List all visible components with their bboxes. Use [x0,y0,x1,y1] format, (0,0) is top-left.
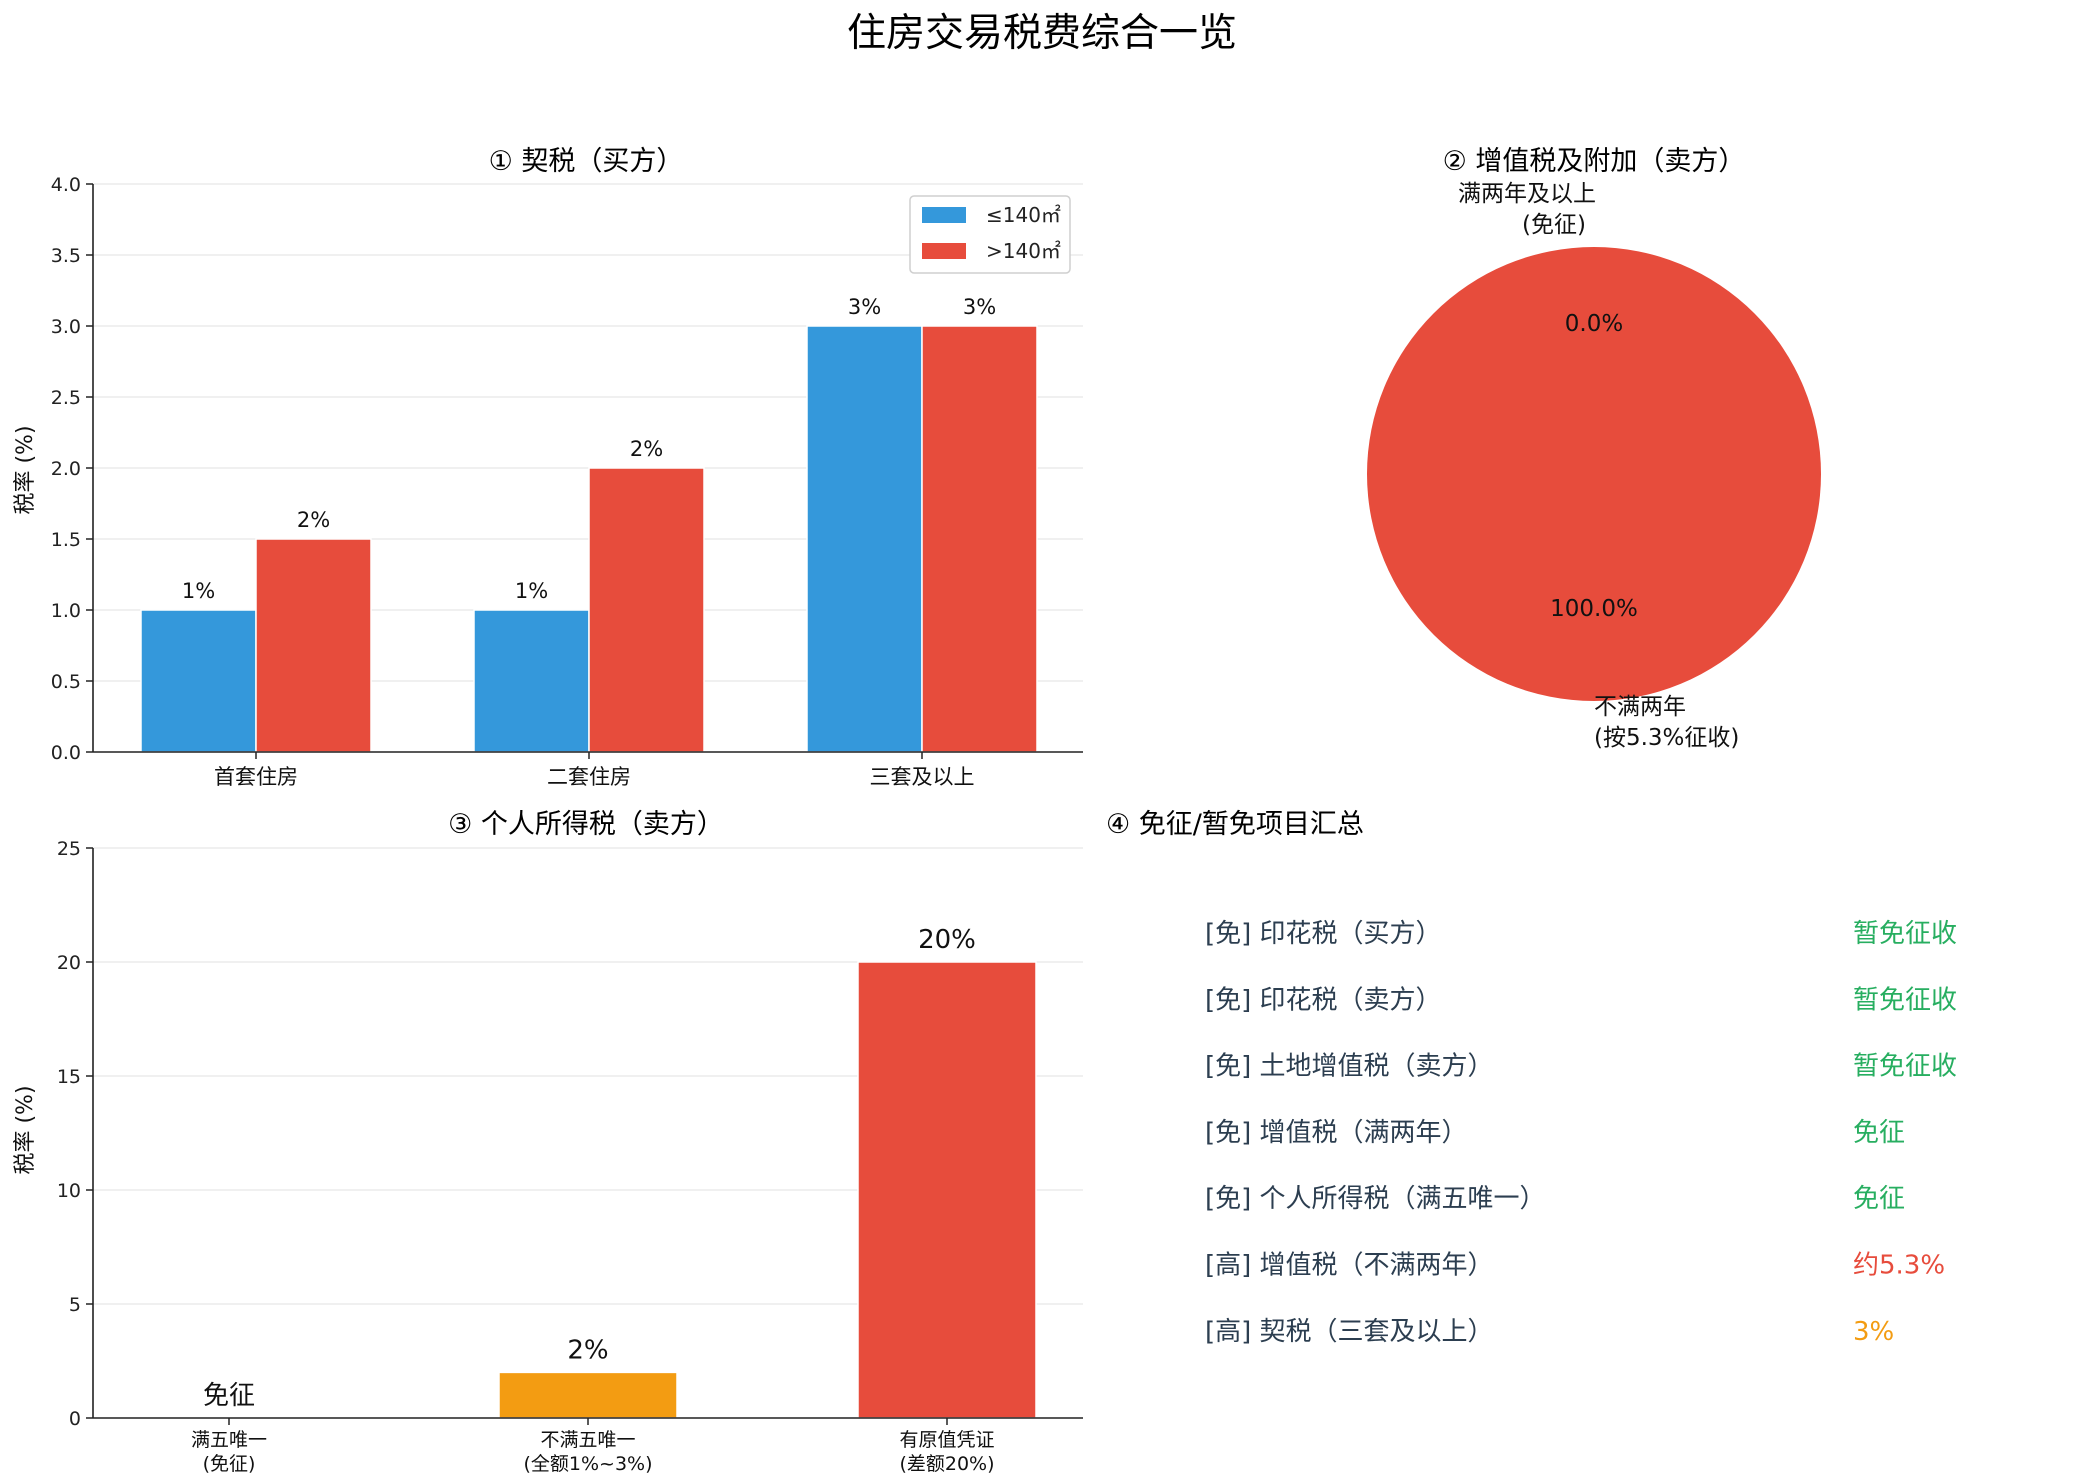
summary-panel: ④ 免征/暂免项目汇总 [免] 印花税（买方） 暂免征收 [免] 印花税（卖方） 暂免… [1106,809,1957,1347]
legend-swatch-large [922,243,966,259]
income-tax-bars: 免征 2% 20% [203,925,1037,1419]
summary-title: ④ 免征/暂免项目汇总 [1106,809,1364,840]
pie-label-exempt-line1: 满两年及以上 [1458,181,1596,207]
income-tax-title: ③ 个人所得税（卖方） [448,809,724,840]
income-tax-axes: 0 5 10 15 20 25 满五唯一(免征) 不满五唯一(全额1%~3%) 有原值凭证(差额… [57,838,1083,1474]
bar-large [255,538,372,753]
figure-title: 住房交易税费综合一览 [847,11,1237,56]
vat-pie-panel: ② 增值税及附加（卖方） 满两年及以上 (免征) 0.0% 100.0% 不满两… [1367,146,1821,751]
summary-item-label: [免] 印花税（买方） [1205,919,1442,949]
bar-value-label: 2% [630,437,663,461]
deed-tax-axes: 0.0 0.5 1.0 1.5 2.0 2.5 3.0 3.5 4.0 首套住房 二套住房 三套及以上 [51,174,1083,789]
summary-item-value: 免征 [1853,1118,1905,1148]
summary-list: [免] 印花税（买方） 暂免征收 [免] 印花税（卖方） 暂免征收 [免] 土地增值税（… [1205,919,1957,1347]
summary-item-label: [高] 增值税（不满两年） [1205,1251,1494,1281]
y-tick-label: 10 [57,1180,81,1202]
bar-value-label: 20% [918,925,976,955]
legend-label-small: ≤140㎡ [986,203,1061,227]
pie-label-exempt-line2: (免征) [1522,212,1586,238]
legend-label-large: >140㎡ [986,239,1061,263]
bar-large [921,325,1038,753]
deed-tax-title: ① 契税（买方） [489,146,684,177]
summary-item-value: 免征 [1853,1184,1905,1214]
summary-item-value: 暂免征收 [1853,985,1957,1015]
y-tick-label: 3.0 [51,316,81,338]
y-tick-label: 2.0 [51,458,81,480]
summary-item-label: [免] 增值税（满两年） [1205,1118,1468,1148]
summary-item-label: [免] 土地增值税（卖方） [1205,1052,1494,1082]
y-tick-label: 4.0 [51,174,81,196]
x-tick-label-line1: 有原值凭证 [899,1429,994,1451]
deed-tax-bars: 1% 2% 1% 2% 3% 3% [140,295,1038,753]
bar-large [588,467,705,753]
pie-pct-taxed: 100.0% [1550,596,1638,622]
summary-item-value: 暂免征收 [1853,1052,1957,1082]
x-tick-label-line1: 满五唯一 [191,1429,267,1451]
y-tick-label: 3.5 [51,245,81,267]
vat-pie [1367,247,1821,701]
y-tick-label: 1.5 [51,529,81,551]
bar-small [473,609,590,753]
pie-label-taxed-line2: (按5.3%征收) [1594,725,1739,751]
summary-item-value: 3% [1853,1317,1894,1347]
deed-tax-panel: ① 契税（买方） 1% 2% 1% 2% 3% 3% 0.0 0.5 1.0 1.5 2.0 2.5… [13,146,1083,789]
summary-item-label: [免] 印花税（卖方） [1205,985,1442,1015]
income-tax-panel: ③ 个人所得税（卖方） 免征 2% 20% 0 5 10 15 20 25 满五唯一(免征) 不满… [13,809,1083,1474]
x-tick-label: 首套住房 [214,765,298,789]
bar-value-label: 3% [963,295,996,319]
pie-slice [1367,247,1821,701]
vat-pie-title: ② 增值税及附加（卖方） [1443,146,1746,177]
y-tick-label: 20 [57,952,81,974]
y-tick-label: 0.0 [51,742,81,764]
x-tick-label-line1: 不满五唯一 [540,1429,635,1451]
bar-value-label: 1% [182,579,215,603]
y-tick-label: 5 [69,1294,81,1316]
x-tick-label: 三套及以上 [870,765,975,789]
y-tick-label: 25 [57,838,81,860]
summary-item-label: [免] 个人所得税（满五唯一） [1205,1184,1546,1214]
bar-value-label: 1% [515,579,548,603]
summary-item-value: 暂免征收 [1853,919,1957,949]
deed-tax-legend: ≤140㎡ >140㎡ [909,195,1071,274]
bar-value-label: 2% [297,508,330,532]
income-tax-ylabel: 税率 (%) [13,1085,38,1174]
x-tick-label: 二套住房 [547,765,631,789]
summary-item-value: 约5.3% [1853,1251,1945,1281]
summary-item-label: [高] 契税（三套及以上） [1205,1317,1494,1347]
deed-tax-ylabel: 税率 (%) [13,425,38,514]
bar-value-label: 3% [848,295,881,319]
legend-swatch-small [922,207,966,223]
bar-value-label: 免征 [203,1381,255,1411]
x-tick-label-line2: (免征) [203,1453,256,1474]
y-tick-label: 0.5 [51,671,81,693]
x-tick-label-line2: (全额1%~3%) [523,1453,652,1474]
pie-label-taxed-line1: 不满两年 [1594,694,1686,720]
y-tick-label: 2.5 [51,387,81,409]
bar-value-label: 2% [567,1335,608,1365]
bar-small [806,325,923,753]
bar [498,1371,678,1419]
bar-small [140,609,257,753]
y-tick-label: 1.0 [51,600,81,622]
pie-pct-exempt: 0.0% [1565,311,1623,337]
bar [857,961,1037,1419]
x-tick-label-line2: (差额20%) [899,1453,994,1474]
y-tick-label: 15 [57,1066,81,1088]
y-tick-label: 0 [69,1408,81,1430]
